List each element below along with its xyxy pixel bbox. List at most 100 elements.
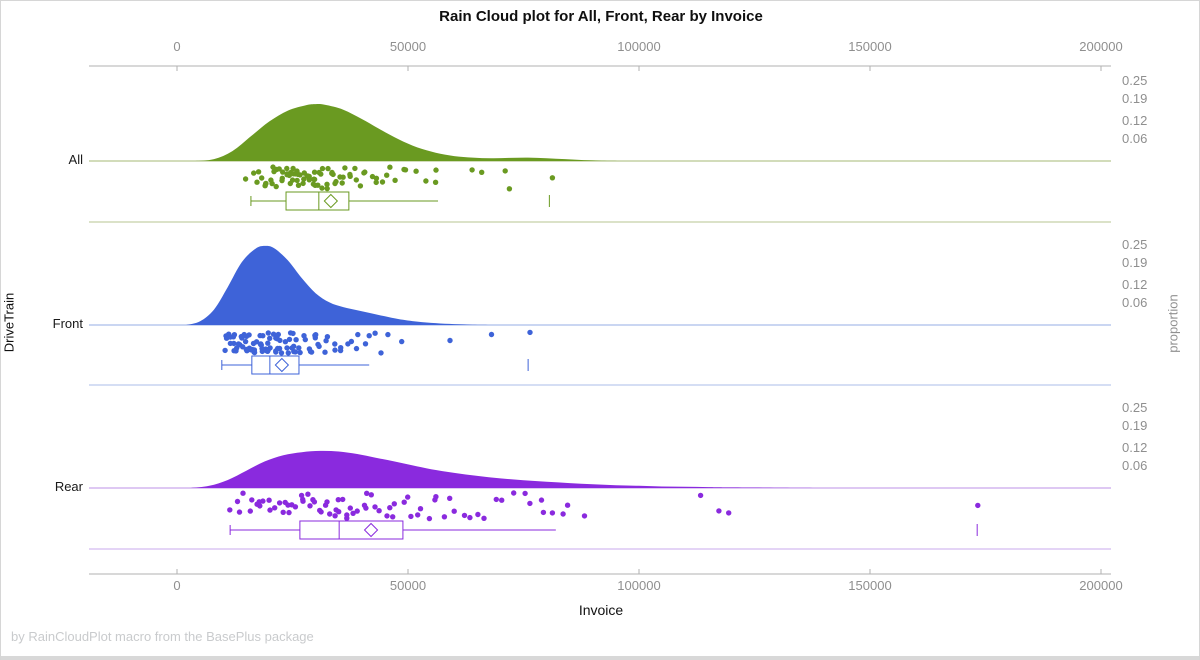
chart-title: Rain Cloud plot for All, Front, Rear by …: [439, 8, 763, 25]
rain-point-all: [284, 165, 290, 172]
rain-point-rear: [467, 514, 473, 521]
rain-point-front: [285, 350, 291, 356]
rain-point-front: [301, 333, 307, 339]
rain-point-front: [297, 349, 303, 356]
rain-point-rear: [363, 505, 369, 511]
rain-point-rear: [332, 513, 338, 519]
rain-point-all: [273, 183, 279, 190]
rain-point-front: [527, 329, 533, 336]
proportion-tick-label: 0.06: [1122, 131, 1148, 147]
rain-point-all: [432, 179, 439, 185]
rain-point-rear: [975, 502, 981, 509]
rain-point-all: [347, 171, 353, 178]
rain-point-all: [339, 180, 345, 186]
rain-point-rear: [240, 490, 246, 496]
mean-diamond-all: [323, 193, 339, 209]
rain-point-front: [332, 347, 338, 353]
rain-point-front: [258, 341, 264, 347]
rain-point-all: [413, 168, 419, 174]
rain-point-rear: [493, 496, 499, 503]
rain-point-all: [384, 172, 390, 178]
x-tick-label: 100000: [617, 39, 661, 54]
rain-point-rear: [417, 506, 424, 512]
rain-point-front: [293, 337, 299, 343]
rain-point-front: [267, 345, 273, 351]
rain-point-rear: [335, 497, 341, 503]
rain-point-rear: [227, 507, 233, 513]
rain-point-front: [265, 330, 271, 336]
rain-point-front: [378, 350, 384, 356]
rain-point-all: [549, 175, 556, 181]
rain-point-rear: [327, 511, 333, 517]
rain-point-all: [379, 179, 386, 185]
rain-point-rear: [276, 500, 283, 506]
rain-point-all: [392, 177, 398, 183]
rain-point-rear: [364, 490, 370, 496]
rain-point-front: [251, 349, 258, 356]
rain-point-rear: [384, 513, 390, 519]
rain-point-front: [277, 337, 283, 344]
rain-point-front: [399, 338, 405, 345]
rain-point-front: [284, 345, 290, 351]
rain-point-all: [340, 174, 346, 180]
rain-point-rear: [451, 508, 457, 514]
rain-point-rear: [499, 497, 505, 503]
rain-point-front: [366, 333, 372, 339]
rain-point-front: [231, 340, 237, 347]
rain-point-front: [282, 339, 289, 345]
x-tick-label: 150000: [848, 39, 892, 54]
rain-point-all: [290, 165, 296, 172]
rain-point-front: [353, 345, 360, 352]
proportion-tick-label: 0.25: [1122, 399, 1148, 415]
rain-point-rear: [267, 507, 273, 513]
rain-point-rear: [549, 510, 556, 516]
rain-point-rear: [511, 490, 517, 496]
rain-point-rear: [390, 514, 396, 520]
rain-point-rear: [272, 505, 278, 511]
category-label-front: Front: [52, 316, 83, 331]
rain-point-all: [357, 183, 364, 189]
rain-point-all: [318, 171, 324, 177]
rain-point-rear: [376, 508, 382, 514]
rain-point-all: [295, 182, 302, 188]
rain-point-rear: [726, 510, 732, 516]
density-curve-front: [186, 245, 492, 325]
rain-point-rear: [527, 500, 533, 507]
rain-point-rear: [560, 511, 566, 517]
rain-point-front: [362, 341, 369, 347]
rain-point-front: [265, 340, 271, 346]
rain-point-all: [324, 181, 330, 187]
rain-point-rear: [372, 504, 378, 510]
rain-point-all: [300, 180, 306, 187]
rain-point-rear: [307, 503, 313, 509]
rain-point-front: [332, 341, 338, 347]
rain-point-all: [242, 176, 249, 182]
rain-point-front: [355, 331, 361, 338]
proportion-tick-label: 0.06: [1122, 295, 1148, 311]
x-axis-title: Invoice: [578, 602, 624, 618]
rain-point-rear: [433, 494, 439, 500]
proportion-tick-label: 0.12: [1122, 112, 1148, 128]
mean-diamond-front: [274, 357, 290, 373]
rain-point-rear: [266, 497, 272, 503]
rain-point-all: [329, 169, 335, 176]
rain-point-all: [502, 168, 508, 174]
rain-point-all: [254, 179, 260, 185]
rain-point-all: [361, 170, 367, 176]
y-axis-title: DriveTrain: [1, 292, 17, 353]
rain-point-all: [255, 169, 262, 175]
proportion-tick-label: 0.06: [1122, 458, 1148, 474]
rain-point-rear: [336, 509, 342, 515]
x-tick-label: 50000: [389, 39, 427, 54]
rain-point-rear: [368, 492, 374, 498]
rain-point-all: [423, 178, 429, 184]
rain-point-front: [242, 338, 249, 345]
rain-point-rear: [401, 499, 407, 505]
rain-point-front: [316, 343, 322, 350]
rain-point-rear: [447, 495, 453, 501]
rain-point-rear: [441, 514, 448, 520]
rain-point-front: [235, 341, 242, 347]
category-label-all: All: [68, 152, 83, 167]
rain-point-rear: [461, 512, 468, 519]
